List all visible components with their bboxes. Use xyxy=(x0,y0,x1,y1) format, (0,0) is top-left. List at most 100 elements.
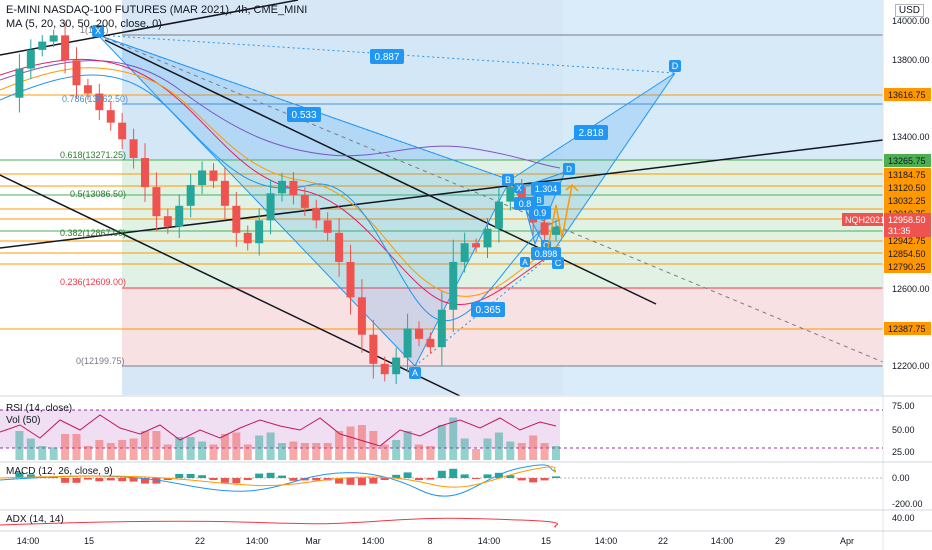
time-tick: 14:00 xyxy=(246,536,269,546)
current-price: 12958.50 xyxy=(888,215,926,225)
currency-button[interactable]: USD xyxy=(894,4,924,17)
volume-bar xyxy=(232,432,241,460)
time-tick: 8 xyxy=(427,536,432,546)
macd-bar xyxy=(426,478,435,480)
volume-bar xyxy=(243,444,252,460)
macd-bar xyxy=(83,478,92,480)
macd-bar xyxy=(266,472,275,478)
candle-body xyxy=(460,243,469,262)
price-axis[interactable] xyxy=(882,0,932,550)
candlesticks xyxy=(15,22,560,384)
rsi-legend[interactable]: RSI (14, close) xyxy=(6,403,73,414)
candle-body xyxy=(38,41,47,50)
time-tick: Mar xyxy=(305,536,321,546)
macd-tick: 0.00 xyxy=(892,473,910,483)
macd-bar xyxy=(335,478,344,484)
volume-bar xyxy=(175,437,184,460)
pattern-point-tags: X A B C D xyxy=(92,25,681,379)
price-tick: 13400.00 xyxy=(892,132,930,142)
level-tag: 12942.75 xyxy=(888,236,926,246)
trend-lines[interactable] xyxy=(0,0,884,397)
adx-tick: 40.00 xyxy=(892,513,915,523)
level-tag: 12387.75 xyxy=(888,324,926,334)
macd-bar xyxy=(61,478,70,483)
chart-title: E-MINI NASDAQ-100 FUTURES (MAR 2021), 4h… xyxy=(6,4,308,16)
macd-legend[interactable]: MACD (12, 26, close, 9) xyxy=(6,466,113,477)
candle-body xyxy=(335,232,344,262)
countdown: 31:35 xyxy=(888,226,911,236)
time-tick: Apr xyxy=(840,536,854,546)
small-tag-c: C xyxy=(543,241,549,250)
macd-bar xyxy=(415,478,423,480)
fib-label-0618: 0.618(13271.25) xyxy=(60,150,126,160)
macd-tick: -200.00 xyxy=(892,499,923,509)
vol-legend[interactable]: Vol (50) xyxy=(6,415,41,426)
volume-bar xyxy=(255,435,264,460)
volume-bar xyxy=(26,438,35,460)
macd-bar xyxy=(517,478,526,481)
volume-bars xyxy=(15,417,560,460)
level-tag: 12854.50 xyxy=(888,249,926,259)
candle-body xyxy=(198,170,207,186)
price-tick: 14000.00 xyxy=(892,16,930,26)
small-ratio-0898: 0.898 xyxy=(535,249,558,259)
candle-body xyxy=(517,187,526,200)
macd-bar xyxy=(232,478,241,484)
candle-body xyxy=(141,158,149,188)
volume-bar xyxy=(472,449,481,460)
macd-bar xyxy=(106,478,115,481)
volume-bar xyxy=(323,443,332,460)
macd-bar xyxy=(403,472,412,478)
adx-legend[interactable]: ADX (14, 14) xyxy=(6,514,64,525)
macd-bar xyxy=(369,478,378,484)
fib-label-05: 0.5(13086.50) xyxy=(70,189,126,199)
volume-bar xyxy=(517,443,526,460)
ma-legend[interactable]: MA (5, 20, 30, 50, 200, close, 0) xyxy=(6,18,162,30)
volume-bar xyxy=(198,441,207,460)
macd-bar xyxy=(141,478,149,484)
candle-body xyxy=(72,60,81,86)
volume-bar xyxy=(163,444,172,460)
volume-bar xyxy=(415,444,423,460)
macd-bar xyxy=(437,470,446,478)
time-tick: 14:00 xyxy=(478,536,501,546)
fib-labels: 1(13...) 0.786(13562.50) 0.618(13271.25)… xyxy=(60,25,128,366)
point-tag-c: C xyxy=(555,258,562,268)
price-tick: 12600.00 xyxy=(892,284,930,294)
candle-body xyxy=(392,357,401,375)
small-ratio-09: 0.9 xyxy=(534,208,547,218)
small-ratio-1304: 1.304 xyxy=(535,184,558,194)
macd-bar xyxy=(220,478,229,483)
macd-bar xyxy=(540,478,549,481)
macd-bar xyxy=(449,468,458,478)
time-axis[interactable]: 14:00 15 22 14:00 Mar 14:00 8 14:00 15 1… xyxy=(17,536,854,546)
candle-body xyxy=(118,122,127,140)
adx-pane: 40.00 xyxy=(0,513,915,528)
volume-bar xyxy=(460,438,469,460)
volume-bar xyxy=(278,443,286,460)
candle-body xyxy=(437,309,446,348)
price-tick: 13800.00 xyxy=(892,55,930,65)
candle-body xyxy=(380,363,389,375)
candle-body xyxy=(472,243,481,248)
small-tag-b: B xyxy=(536,196,541,205)
macd-bar xyxy=(209,478,218,480)
macd-bar xyxy=(357,478,366,486)
volume-bar xyxy=(483,438,492,460)
volume-bar xyxy=(426,446,435,460)
candle-body xyxy=(129,139,138,158)
macd-bar xyxy=(198,475,207,478)
candle-body xyxy=(15,68,24,98)
volume-bar xyxy=(403,431,412,460)
candle-body xyxy=(552,226,560,235)
current-symbol: NQH2021 xyxy=(845,215,885,225)
macd-bar xyxy=(346,478,355,485)
volume-bar xyxy=(300,443,309,460)
volume-bar xyxy=(186,437,195,460)
macd-pane: 0.00 -200.00 xyxy=(0,464,923,509)
volume-bar xyxy=(312,443,321,460)
level-tag: 12790.25 xyxy=(888,262,926,272)
small-pattern-tags: X A B C D xyxy=(514,163,575,267)
time-tick: 14:00 xyxy=(362,536,385,546)
